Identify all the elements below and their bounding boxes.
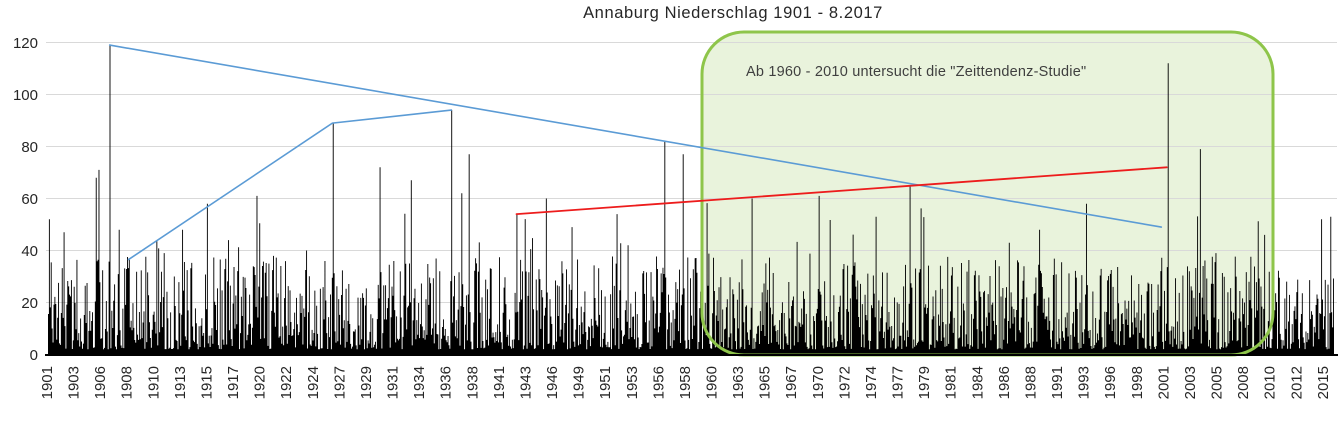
x-tick-label-1910: 1910 bbox=[145, 366, 162, 399]
x-tick-label-2015: 2015 bbox=[1315, 366, 1332, 399]
study-window-fill-layer bbox=[702, 32, 1273, 355]
blue-peaks-connector bbox=[127, 109, 453, 261]
y-tick-label-40: 40 bbox=[21, 243, 38, 260]
study-window-note: Ab 1960 - 2010 untersucht die "Zeittende… bbox=[746, 64, 1086, 80]
x-axis-labels: 1901 1903 1906 1908 1910 1913 1915 1917 1920 1922… bbox=[39, 366, 1332, 399]
y-tick-label-80: 80 bbox=[21, 139, 38, 156]
y-axis-labels: 0 20 40 60 80 100 120 bbox=[13, 35, 38, 364]
x-tick-label-1927: 1927 bbox=[331, 366, 348, 399]
chart-title: Annaburg Niederschlag 1901 - 8.2017 bbox=[583, 4, 883, 22]
y-tick-label-100: 100 bbox=[13, 87, 38, 104]
x-tick-label-1903: 1903 bbox=[66, 366, 83, 399]
x-tick-label-1906: 1906 bbox=[92, 366, 109, 399]
x-tick-label-1993: 1993 bbox=[1076, 366, 1093, 399]
x-tick-label-1901: 1901 bbox=[39, 366, 56, 399]
x-tick-label-1917: 1917 bbox=[225, 366, 242, 399]
x-tick-label-1967: 1967 bbox=[783, 366, 800, 399]
x-tick-label-1934: 1934 bbox=[411, 366, 428, 399]
x-tick-label-2003: 2003 bbox=[1182, 366, 1199, 399]
x-tick-label-1963: 1963 bbox=[730, 366, 747, 399]
x-tick-label-1981: 1981 bbox=[943, 366, 960, 399]
x-tick-label-1938: 1938 bbox=[464, 366, 481, 399]
x-tick-label-1936: 1936 bbox=[438, 366, 455, 399]
x-tick-label-1979: 1979 bbox=[916, 366, 933, 399]
x-tick-label-1941: 1941 bbox=[491, 366, 508, 399]
x-tick-label-2008: 2008 bbox=[1235, 366, 1252, 399]
x-tick-label-1972: 1972 bbox=[836, 366, 853, 399]
x-tick-label-1908: 1908 bbox=[119, 366, 136, 399]
x-tick-label-1953: 1953 bbox=[624, 366, 641, 399]
x-tick-label-1960: 1960 bbox=[704, 366, 721, 399]
annotation-lines-layer bbox=[108, 44, 1168, 261]
x-tick-label-1922: 1922 bbox=[278, 366, 295, 399]
x-tick-label-2001: 2001 bbox=[1155, 366, 1172, 399]
blue-descending-trend bbox=[108, 44, 1163, 228]
x-tick-label-1929: 1929 bbox=[358, 366, 375, 399]
x-tick-label-1970: 1970 bbox=[810, 366, 827, 399]
x-tick-label-1931: 1931 bbox=[385, 366, 402, 399]
x-tick-label-1949: 1949 bbox=[571, 366, 588, 399]
x-tick-label-1943: 1943 bbox=[517, 366, 534, 399]
x-tick-label-1951: 1951 bbox=[597, 366, 614, 399]
x-tick-label-1920: 1920 bbox=[252, 366, 269, 399]
x-tick-label-1924: 1924 bbox=[305, 366, 322, 399]
x-tick-label-1988: 1988 bbox=[1022, 366, 1039, 399]
x-tick-label-1965: 1965 bbox=[757, 366, 774, 399]
x-tick-label-1984: 1984 bbox=[969, 366, 986, 399]
x-tick-label-1915: 1915 bbox=[198, 366, 215, 399]
red-ascending-trend bbox=[515, 166, 1168, 216]
x-tick-label-1977: 1977 bbox=[890, 366, 907, 399]
x-tick-label-1946: 1946 bbox=[544, 366, 561, 399]
x-tick-label-1986: 1986 bbox=[996, 366, 1013, 399]
y-tick-label-20: 20 bbox=[21, 295, 38, 312]
x-tick-label-1998: 1998 bbox=[1129, 366, 1146, 399]
x-tick-label-1974: 1974 bbox=[863, 366, 880, 399]
y-tick-label-60: 60 bbox=[21, 191, 38, 208]
x-tick-label-1991: 1991 bbox=[1049, 366, 1066, 399]
x-tick-label-1958: 1958 bbox=[677, 366, 694, 399]
study-window-box-fill bbox=[702, 32, 1273, 355]
x-tick-label-2012: 2012 bbox=[1288, 366, 1305, 399]
y-tick-label-0: 0 bbox=[30, 347, 38, 364]
x-tick-label-2010: 2010 bbox=[1262, 366, 1279, 399]
x-tick-label-1996: 1996 bbox=[1102, 366, 1119, 399]
x-tick-label-1956: 1956 bbox=[650, 366, 667, 399]
y-tick-label-120: 120 bbox=[13, 35, 38, 52]
x-tick-label-2005: 2005 bbox=[1209, 366, 1226, 399]
x-tick-label-1913: 1913 bbox=[172, 366, 189, 399]
